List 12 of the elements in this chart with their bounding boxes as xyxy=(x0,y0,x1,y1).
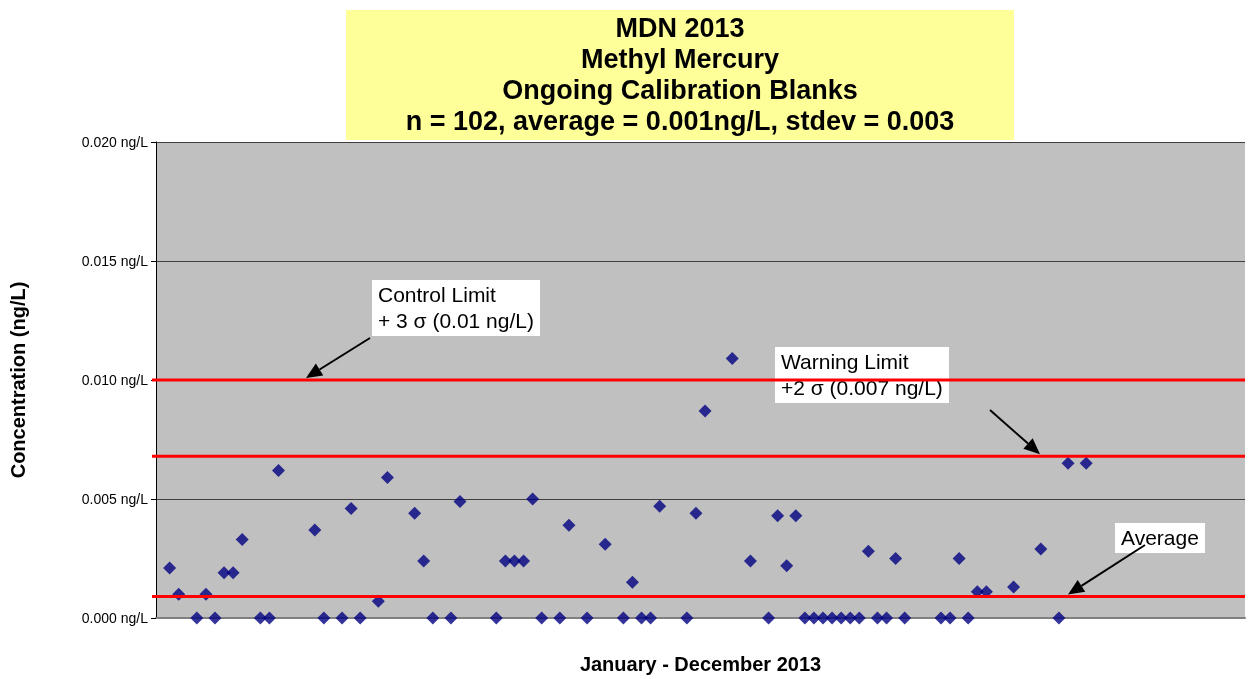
ref-line-label: Control Limit + 3 σ (0.01 ng/L) xyxy=(372,280,540,336)
y-tick-label: 0.005 ng/L xyxy=(81,491,149,507)
ref-line-label: Average xyxy=(1115,523,1205,553)
y-tick-label: 0.010 ng/L xyxy=(81,372,149,388)
y-tick-label: 0.000 ng/L xyxy=(81,610,149,626)
y-tick-label: 0.015 ng/L xyxy=(81,253,149,269)
ref-line-label: Warning Limit +2 σ (0.007 ng/L) xyxy=(775,347,949,403)
chart-subtitle: n = 102, average = 0.001ng/L, stdev = 0.003 xyxy=(405,106,955,136)
y-axis-title: Concentration (ng/L) xyxy=(7,281,29,479)
y-tick-label: 0.020 ng/L xyxy=(81,134,149,150)
x-axis-title: January - December 2013 xyxy=(579,653,822,675)
chart-title: MDN 2013 Methyl Mercury Ongoing Calibration Blanks xyxy=(502,13,858,105)
